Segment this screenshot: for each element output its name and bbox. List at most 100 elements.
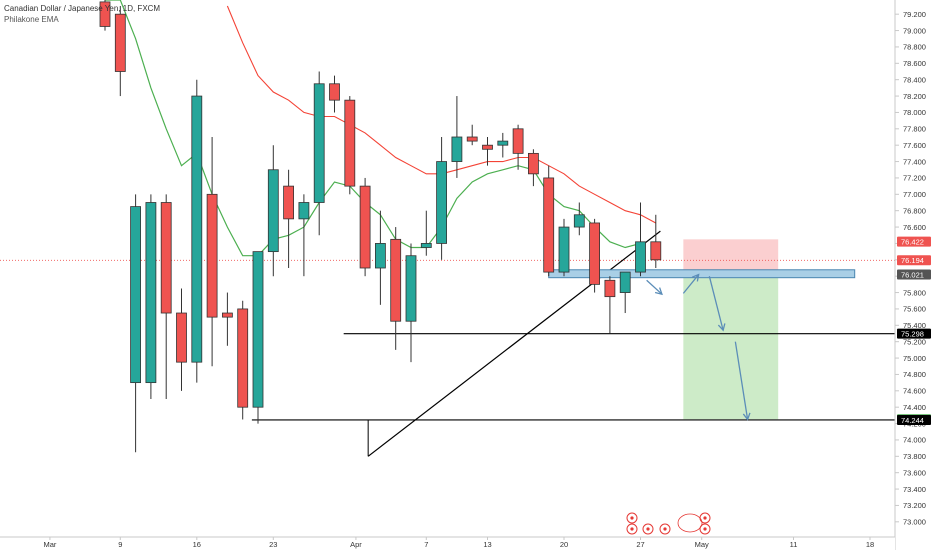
trend-line[interactable] (367, 230, 661, 457)
projection-arrow[interactable] (708, 276, 726, 332)
time-tick-label: 7 (424, 540, 428, 549)
candle[interactable] (482, 137, 493, 166)
candle-body (558, 226, 570, 273)
candle-body (466, 136, 478, 142)
candle[interactable] (329, 75, 340, 113)
candle[interactable] (267, 145, 279, 277)
price-tick-label: 78.600 (903, 59, 926, 68)
price-tick-label: 75.600 (903, 305, 926, 314)
arrow-head (654, 287, 663, 296)
arrow-shaft (682, 274, 700, 294)
indicator-name[interactable]: Philakone EMA (4, 15, 59, 24)
candle[interactable] (451, 96, 463, 178)
candle[interactable] (650, 214, 662, 268)
price-tick-label: 79.200 (903, 10, 926, 19)
candle[interactable] (191, 79, 203, 383)
candle[interactable] (604, 276, 616, 334)
candle[interactable] (344, 96, 356, 195)
price-tick-label: 78.000 (903, 108, 926, 117)
price-tick-label: 74.600 (903, 387, 926, 396)
price-tag-label: 76.021 (901, 270, 924, 279)
candle[interactable] (466, 124, 478, 146)
candle[interactable] (283, 169, 295, 268)
candle-body (359, 185, 371, 269)
price-tick-label: 76.600 (903, 223, 926, 232)
projection-arrow[interactable] (734, 341, 751, 421)
price-tick-label: 78.200 (903, 92, 926, 101)
candle[interactable] (635, 202, 646, 277)
candlesticks (99, 0, 662, 453)
price-tag-background (897, 328, 931, 339)
candle[interactable] (99, 0, 111, 31)
price-tick-label: 75.800 (903, 288, 926, 297)
candle[interactable] (206, 137, 218, 367)
price-tag: 76.021 (897, 269, 931, 280)
price-tick-label: 74.000 (903, 436, 926, 445)
candle[interactable] (313, 71, 325, 236)
candle[interactable] (436, 137, 448, 260)
candle[interactable] (176, 288, 187, 391)
candle-body (573, 214, 585, 228)
price-tag-label: 76.422 (901, 237, 924, 246)
price-tick-label: 73.600 (903, 468, 926, 477)
candle-body (267, 169, 279, 253)
candle[interactable] (298, 194, 310, 277)
candle-body (604, 279, 616, 298)
candle-body (160, 202, 172, 314)
candle[interactable] (252, 251, 264, 424)
symbol-title[interactable]: Canadian Dollar / Japanese Yen, 1D, FXCM (4, 4, 161, 13)
candle[interactable] (543, 165, 555, 277)
candle[interactable] (619, 271, 631, 314)
candle[interactable] (573, 202, 585, 236)
candle[interactable] (160, 194, 172, 399)
candle-body (528, 152, 539, 175)
price-tag: 76.194 (897, 255, 931, 266)
stop-loss-zone[interactable] (683, 239, 779, 275)
price-tag-label: 74.244 (901, 416, 924, 425)
position-zones (683, 239, 779, 420)
candle[interactable] (374, 210, 386, 305)
arrow-shaft (734, 341, 749, 420)
candle[interactable] (420, 210, 432, 256)
take-profit-zone[interactable] (683, 274, 779, 420)
candle[interactable] (497, 132, 509, 158)
candle-body (650, 241, 662, 261)
event-cluster-marker[interactable] (677, 513, 703, 533)
candle-body (344, 99, 356, 187)
candle[interactable] (130, 194, 142, 453)
candle[interactable] (589, 218, 600, 293)
candle-body (482, 144, 493, 150)
candle-body (99, 1, 111, 27)
price-tick-label: 75.200 (903, 337, 926, 346)
price-axis[interactable]: 79.200 79.000 78.800 78.600 78.400 78.200 78.0… (895, 10, 926, 527)
price-tick-label: 77.400 (903, 157, 926, 166)
candle[interactable] (221, 292, 233, 346)
candle[interactable] (359, 177, 371, 277)
candle-body (436, 161, 448, 244)
price-tick-label: 76.800 (903, 206, 926, 215)
candle[interactable] (405, 243, 417, 363)
candle[interactable] (145, 194, 157, 399)
candle[interactable] (512, 124, 524, 170)
candle[interactable] (390, 227, 402, 350)
time-axis[interactable]: Mar 9 16 23 Apr 7 13 20 27 May 11 18 (43, 537, 874, 549)
price-tick-label: 73.200 (903, 501, 926, 510)
candle[interactable] (558, 218, 570, 277)
projection-arrow[interactable] (646, 279, 663, 296)
price-tick-label: 79.000 (903, 26, 926, 35)
candle[interactable] (528, 149, 539, 187)
price-tick-label: 74.800 (903, 370, 926, 379)
chart-legend: Canadian Dollar / Japanese Yen, 1D, FXCM… (4, 3, 160, 25)
economic-event-dot (703, 527, 707, 531)
time-tick-label: 9 (118, 540, 122, 549)
candle-body (589, 222, 600, 285)
price-tag: 76.422 (897, 236, 931, 247)
candle[interactable] (114, 6, 126, 97)
candle[interactable] (237, 300, 249, 420)
time-tick-label: 16 (193, 540, 201, 549)
event-markers[interactable] (626, 512, 711, 535)
price-tick-label: 78.800 (903, 43, 926, 52)
projection-arrow[interactable] (682, 273, 700, 294)
drawing-lines (0, 230, 895, 457)
